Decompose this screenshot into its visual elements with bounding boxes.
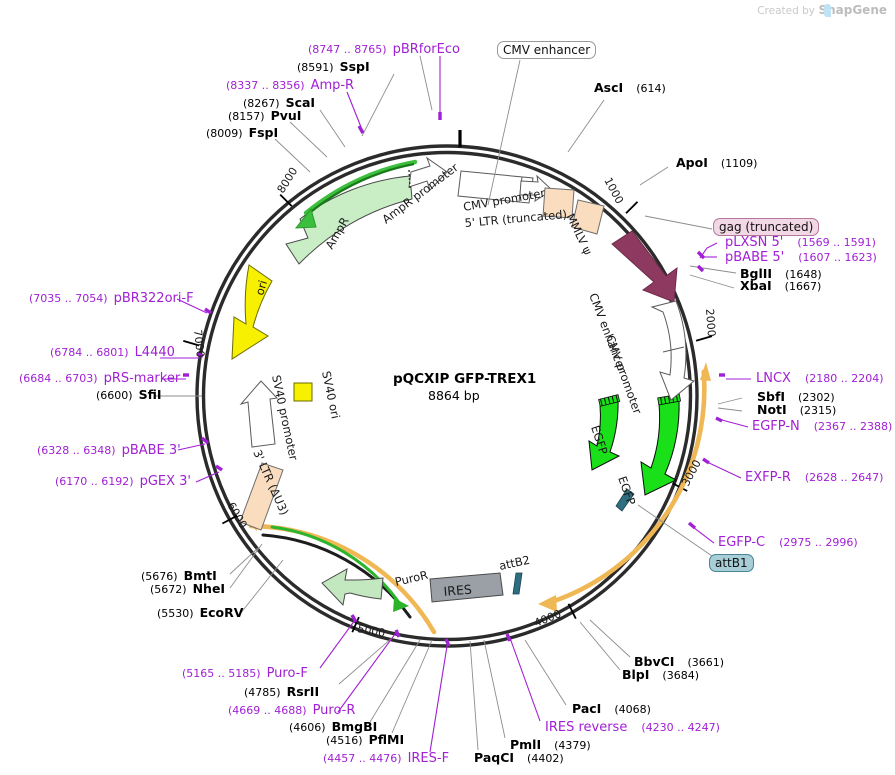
label-bglii: BglII (1648) bbox=[740, 266, 822, 281]
label-pmli: PmlI (4379) bbox=[510, 737, 591, 752]
label-puro-r: (4669 .. 4688) Puro-R bbox=[228, 703, 356, 718]
plasmid-size: 8864 bp bbox=[428, 388, 480, 403]
leader-lines-gray bbox=[155, 55, 743, 751]
feature-sv40-ori bbox=[293, 382, 313, 402]
label-ires-f: (4457 .. 4476) IRES-F bbox=[323, 751, 450, 766]
primer-ticks bbox=[183, 112, 725, 647]
feature-ampr-promoter bbox=[408, 156, 448, 191]
label-fspi: (8009) FspI bbox=[206, 125, 279, 140]
label-rsrii: (4785) RsrII bbox=[244, 684, 320, 699]
label-pflmi: (4516) PflMI bbox=[326, 732, 405, 747]
label-exfp-r: EXFP-R (2628 .. 2647) bbox=[745, 470, 884, 485]
label-paqci: PaqCI (4402) bbox=[474, 750, 564, 765]
watermark-prefix: Created by bbox=[757, 5, 815, 17]
feature-sv40-promoter bbox=[239, 380, 279, 448]
label-xbai: XbaI (1667) bbox=[740, 278, 822, 293]
feature-label-sv40-ori: SV40 ori bbox=[319, 370, 343, 420]
feature-egfp-inner bbox=[588, 394, 621, 471]
label-pvui: (8157) PvuI bbox=[228, 108, 302, 123]
page-title: pQCXIP GFP-TREX1 bbox=[393, 371, 537, 387]
feature-egfp-outer bbox=[640, 393, 681, 496]
orange-transcript-arc bbox=[549, 369, 707, 605]
label-ecorv: (5530) EcoRV bbox=[157, 605, 244, 620]
label-nhei: (5672) NheI bbox=[150, 581, 226, 596]
label-blpi: BlpI (3684) bbox=[622, 667, 699, 682]
feature-ori bbox=[231, 264, 273, 360]
label-bmti: (5676) BmtI bbox=[141, 568, 217, 583]
label-ires-reverse: IRES reverse (4230 .. 4247) bbox=[545, 720, 720, 735]
ampr-gene-arc bbox=[303, 159, 418, 216]
feature-ampr bbox=[285, 175, 413, 265]
feature-label-ires: IRES bbox=[443, 582, 472, 599]
ampr-gene-arc-dark bbox=[306, 162, 415, 216]
label-paci: PacI (4068) bbox=[572, 701, 651, 716]
label-bmgbi: (4606) BmgBI bbox=[289, 719, 378, 734]
feature-puror bbox=[321, 568, 384, 607]
watermark-brand: SnapGene bbox=[818, 3, 887, 17]
label-sbfi: SbfI (2302) bbox=[757, 389, 835, 404]
label-asci: AscI (614) bbox=[594, 80, 666, 95]
badge-attb1: attB1 bbox=[709, 554, 754, 572]
ampr-arrow-head bbox=[294, 207, 317, 229]
orange-transcript-arc-head bbox=[538, 362, 711, 612]
feature-cmv-enhancer-promoter-arrow bbox=[650, 300, 696, 401]
label-amp-r: (8337 .. 8356) Amp-R bbox=[226, 78, 355, 93]
label-egfp-c: EGFP-C (2975 .. 2996) bbox=[718, 535, 858, 550]
green-puror-arrow-head bbox=[393, 598, 409, 612]
label-bbvci: BbvCI (3661) bbox=[634, 654, 725, 669]
label-pbr322ori-f: (7035 .. 7054) pBR322ori-F bbox=[29, 291, 194, 306]
feature-attb1 bbox=[615, 488, 635, 512]
ruler-5000: 5000 bbox=[356, 622, 386, 640]
badge-cmv-enhancer: CMV enhancer bbox=[497, 41, 597, 59]
label-egfp-n: EGFP-N (2367 .. 2388) bbox=[752, 419, 893, 434]
leader-lines-purple bbox=[160, 56, 751, 753]
feature-label-puror: PuroR bbox=[394, 568, 430, 589]
label-pgex-3: (6170 .. 6192) pGEX 3' bbox=[55, 474, 191, 489]
ruler-2000: 2000 bbox=[703, 308, 718, 337]
feature-3-ltr bbox=[239, 462, 284, 531]
label-lncx: LNCX (2180 .. 2204) bbox=[756, 371, 884, 386]
snapgene-logo-icon bbox=[824, 4, 831, 17]
feature-cmv-promoter-upper-arrow bbox=[519, 174, 553, 203]
feature-ires bbox=[429, 572, 504, 603]
label-plxsn-5: pLXSN 5' (1569 .. 1591) bbox=[725, 235, 876, 250]
label-pbabe-3: (6328 .. 6348) pBABE 3' bbox=[37, 443, 181, 458]
label-sspi: (8591) SspI bbox=[297, 59, 370, 74]
badge-gag-truncated: gag (truncated) bbox=[713, 218, 820, 236]
label-pbrforeco: (8747 .. 8765) pBRforEco bbox=[308, 42, 460, 57]
label-prs-marker: (6684 .. 6703) pRS-marker bbox=[19, 371, 181, 386]
label-puro-f: (5165 .. 5185) Puro-F bbox=[182, 666, 308, 681]
label-pbabe-5: pBABE 5' (1607 .. 1623) bbox=[725, 250, 877, 265]
label-apoi: ApoI (1109) bbox=[676, 155, 758, 170]
ruler-ticks bbox=[183, 193, 713, 633]
ruler-7000: 7000 bbox=[191, 329, 207, 358]
feature-gag-truncated bbox=[611, 230, 678, 303]
label-l4440: (6784 .. 6801) L4440 bbox=[50, 345, 175, 360]
feature-label-ori: ori bbox=[252, 279, 270, 297]
label-noti: NotI (2315) bbox=[757, 402, 837, 417]
feature-attb2 bbox=[512, 572, 523, 595]
label-sfii: (6600) SfiI bbox=[96, 387, 162, 402]
green-puror-arc bbox=[270, 525, 402, 606]
label-scai: (8267) ScaI bbox=[243, 95, 316, 110]
feature-label-attb2: attB2 bbox=[498, 553, 532, 573]
feature-mmlv-psi bbox=[542, 187, 605, 235]
ruler-8000: 8000 bbox=[275, 165, 301, 196]
